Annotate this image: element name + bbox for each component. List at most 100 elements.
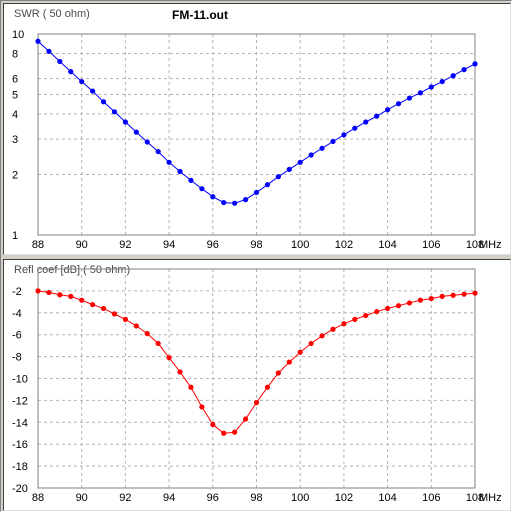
swr-data-point	[406, 95, 413, 101]
refl-coef-x-tick-label: 92	[119, 492, 131, 504]
swr-data-point	[264, 182, 271, 188]
refl-coef-data-point	[100, 305, 107, 312]
refl-coef-data-point	[319, 333, 325, 339]
refl-coef-data-point	[144, 331, 150, 337]
swr-data-point	[35, 38, 41, 44]
swr-y-tick-label: 5	[12, 90, 18, 102]
swr-data-point	[221, 199, 227, 206]
swr-grid	[37, 33, 476, 236]
refl-coef-data-point	[57, 292, 63, 298]
swr-x-tick-label: 88	[32, 239, 44, 251]
refl-coef-data-point	[210, 421, 216, 428]
refl-coef-chart-title: Refl coef [dB] ( 50 ohm)	[14, 264, 131, 276]
swr-chart-title: SWR ( 50 ohm)	[14, 8, 90, 20]
refl-coef-y-tick-label: -6	[12, 330, 22, 342]
swr-data-point	[199, 186, 205, 192]
refl-coef-y-tick-label: -20	[12, 483, 28, 495]
swr-data-point	[461, 67, 467, 73]
refl-coef-x-unit-label: MHz	[479, 492, 502, 504]
refl-coef-data-point	[133, 323, 139, 329]
swr-data-point	[100, 99, 107, 105]
swr-x-tick-label: 94	[163, 239, 175, 251]
swr-y-tick-label: 2	[12, 169, 18, 181]
swr-data-point	[210, 194, 216, 200]
swr-data-point	[428, 84, 434, 90]
swr-y-tick-label: 3	[12, 134, 18, 146]
refl-coef-data-point	[450, 292, 456, 298]
refl-coef-x-tick-label: 94	[163, 492, 175, 504]
refl-coef-data-point	[406, 300, 413, 306]
swr-x-tick-label: 92	[119, 239, 131, 251]
swr-data-point	[46, 48, 52, 54]
swr-data-point	[133, 129, 139, 135]
refl-coef-data-point	[439, 293, 445, 299]
swr-data-point	[319, 145, 325, 151]
refl-coef-y-tick-label: -18	[12, 461, 28, 473]
refl-coef-data-point	[166, 355, 172, 361]
refl-coef-y-tick-label: -10	[12, 374, 28, 386]
swr-data-point	[166, 159, 172, 165]
swr-data-point	[363, 119, 369, 125]
refl-coef-data-point	[330, 326, 336, 332]
refl-coef-data-point	[232, 429, 238, 435]
swr-x-tick-label: 100	[291, 239, 309, 251]
swr-data-point	[286, 166, 292, 173]
refl-coef-data-point	[385, 305, 391, 312]
refl-coef-data-point	[35, 288, 41, 294]
refl-coef-y-tick-label: -2	[12, 286, 22, 298]
swr-data-point	[374, 113, 380, 119]
refl-coef-data-point	[428, 295, 434, 302]
swr-x-tick-label: 106	[422, 239, 440, 251]
swr-data-point	[341, 132, 347, 138]
swr-data-point	[57, 58, 63, 65]
refl-coef-y-tick-label: -14	[12, 417, 28, 429]
refl-coef-data-point	[472, 290, 478, 296]
refl-coef-x-tick-label: 100	[291, 492, 309, 504]
swr-y-tick-label: 10	[12, 29, 24, 41]
refl-coef-data-point	[286, 359, 292, 365]
refl-coef-data-point	[352, 316, 358, 322]
refl-coef-y-tick-label: -16	[12, 439, 28, 451]
swr-data-point	[177, 168, 183, 175]
refl-coef-x-tick-label: 98	[250, 492, 262, 504]
swr-y-tick-label: 4	[12, 109, 18, 121]
refl-coef-plot-area	[37, 268, 476, 489]
swr-data-point	[79, 78, 85, 85]
swr-data-point	[395, 101, 402, 107]
swr-data-point	[242, 197, 249, 203]
refl-coef-x-tick-label: 106	[422, 492, 440, 504]
swr-data-point	[330, 138, 336, 145]
swr-y-tick-label: 1	[12, 230, 18, 242]
refl-coef-data-point	[199, 404, 205, 410]
swr-data-point	[275, 174, 281, 180]
refl-coef-data-point	[188, 384, 194, 390]
refl-coef-x-tick-label: 108	[466, 492, 484, 504]
refl-coef-data-point	[253, 399, 260, 406]
swr-y-tick-label: 6	[12, 74, 18, 86]
refl-coef-data-point	[308, 340, 314, 347]
refl-coef-y-tick-label: -4	[12, 308, 22, 320]
swr-data-point	[450, 73, 456, 79]
refl-coef-data-point	[363, 312, 369, 319]
swr-data-point	[68, 69, 74, 75]
swr-y-tick-label: 8	[12, 48, 18, 60]
swr-data-point	[385, 107, 391, 113]
swr-data-point	[122, 119, 128, 125]
refl-coef-data-point	[374, 309, 380, 315]
swr-data-point	[308, 152, 314, 158]
refl-coef-x-tick-label: 96	[207, 492, 219, 504]
refl-coef-data-point	[221, 430, 227, 436]
swr-data-point	[417, 90, 423, 96]
swr-data-point	[155, 148, 161, 155]
refl-coef-x-tick-label: 102	[335, 492, 353, 504]
swr-data-point	[111, 109, 118, 115]
refl-coef-data-point	[90, 301, 96, 308]
swr-data-point	[232, 200, 238, 206]
swr-data-point	[472, 61, 478, 67]
refl-coef-data-point	[155, 340, 161, 347]
refl-coef-chart-panel: Refl coef [dB] ( 50 ohm) 88 90 92 94 96 98 100…	[3, 259, 511, 511]
refl-coef-x-tick-label: 104	[378, 492, 396, 504]
